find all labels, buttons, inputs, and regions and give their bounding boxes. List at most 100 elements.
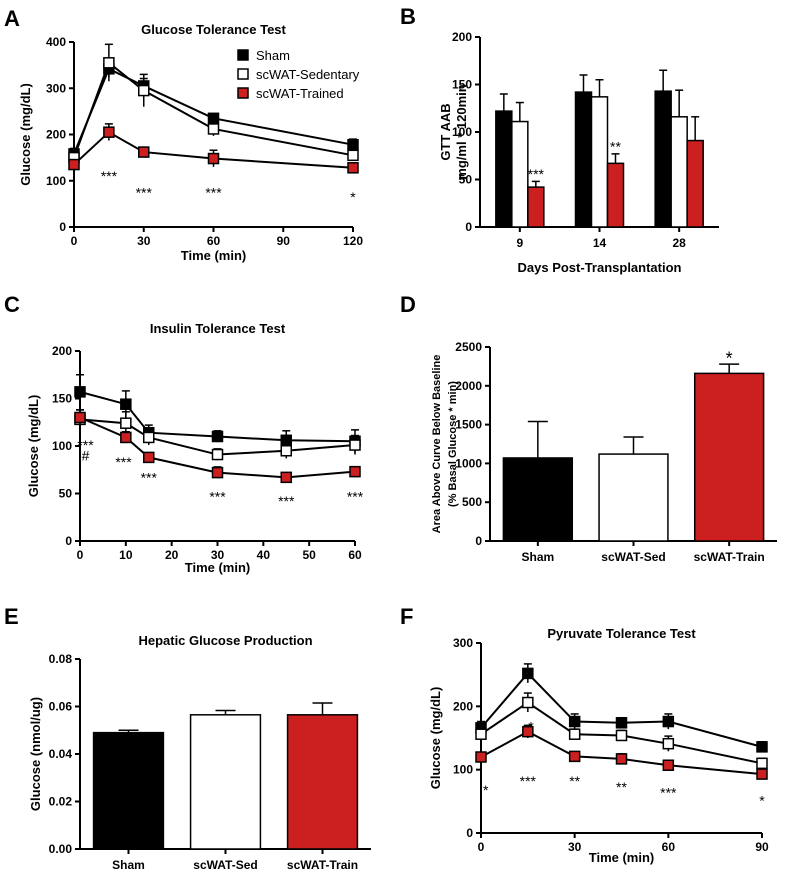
y-tick-label: 0 — [59, 220, 66, 234]
y-axis-label: Area Above Curve Below Baseline — [431, 355, 443, 534]
x-tick-label: 90 — [755, 840, 769, 854]
y-tick-label: 100 — [46, 174, 66, 188]
data-point-red — [347, 162, 359, 174]
x-axis-label: Days Post-Transplantation — [518, 260, 682, 275]
bar-red — [606, 162, 625, 228]
data-point-white — [138, 84, 150, 97]
data-point-red — [211, 466, 224, 479]
data-point-red — [756, 768, 768, 780]
y-tick-label: 0.00 — [49, 842, 73, 856]
data-point-white — [475, 728, 487, 740]
series-line-black — [480, 671, 763, 748]
panel-d-area-above-curve-chart: D 0 500 1000 1500 2000 2500 Area Above Curve Be… — [400, 292, 777, 564]
data-point-red — [143, 451, 155, 464]
data-point-black — [662, 715, 675, 728]
y-tick-label: 0.02 — [49, 795, 73, 809]
data-point-white — [615, 729, 628, 742]
bar-black — [574, 91, 593, 228]
x-tick-label: scWAT-Sed — [601, 550, 665, 564]
data-point-white — [143, 431, 155, 444]
significance-marker: *** — [141, 469, 158, 485]
y-tick-label: 150 — [52, 392, 72, 406]
x-tick-label: 20 — [165, 548, 179, 562]
significance-marker: * — [726, 349, 733, 369]
y-axis-label: Glucose (mg/dL) — [428, 687, 443, 790]
y-tick-label: 50 — [459, 173, 473, 187]
y-tick-label: 100 — [452, 125, 472, 139]
x-tick-label: 60 — [207, 234, 221, 248]
legend-entry: Sham — [256, 48, 290, 63]
y-tick-label: 200 — [46, 128, 66, 142]
series-line-black — [79, 390, 356, 443]
significance-marker: *** — [278, 493, 295, 509]
x-tick-label: scWAT-Train — [287, 858, 358, 872]
data-point-black — [615, 717, 628, 729]
significance-marker: * — [528, 719, 534, 735]
panel-letter: E — [4, 604, 19, 629]
y-axis-label: Glucose (mg/dL) — [26, 395, 41, 498]
bar-white — [670, 116, 688, 228]
y-tick-label: 0.06 — [49, 700, 73, 714]
bar-black — [92, 731, 165, 850]
data-point-black — [120, 398, 132, 410]
x-tick-label: scWAT-Train — [694, 550, 765, 564]
x-axis-label: Time (min) — [181, 248, 247, 263]
bar-white — [189, 714, 262, 850]
x-tick-label: 30 — [568, 840, 582, 854]
x-tick-label: 0 — [71, 234, 78, 248]
panel-letter: D — [400, 292, 416, 317]
significance-marker: *** — [520, 773, 537, 789]
series-line-white — [480, 701, 763, 765]
y-axis-label: GTT AAB — [438, 103, 453, 160]
significance-marker: *** — [115, 454, 132, 470]
significance-marker: ** — [569, 773, 580, 789]
panel-letter: B — [400, 4, 416, 29]
legend-swatch-white — [237, 68, 249, 80]
bar-black — [495, 110, 513, 228]
bar-red — [686, 139, 704, 228]
data-point-white — [103, 57, 115, 69]
panel-e-hepatic-glucose-chart: E Hepatic Glucose Production 0.00 0.02 0.04 0… — [4, 604, 371, 872]
data-point-white — [349, 439, 361, 451]
significance-marker: * — [350, 189, 356, 205]
significance-marker: *** — [528, 166, 545, 182]
data-point-white — [347, 149, 359, 162]
data-point-black — [347, 138, 359, 151]
data-point-white — [662, 737, 675, 750]
significance-marker: *** — [136, 184, 153, 200]
bar-white — [598, 453, 669, 542]
data-point-red — [568, 750, 581, 763]
legend-entry: scWAT-Sedentary — [256, 67, 360, 82]
y-tick-label: 0 — [466, 826, 473, 840]
significance-marker: * — [759, 793, 765, 809]
y-tick-label: 50 — [59, 487, 73, 501]
x-tick-label: scWAT-Sed — [193, 858, 257, 872]
data-point-red — [475, 751, 487, 763]
significance-marker: *** — [209, 488, 226, 504]
data-point-white — [568, 728, 581, 740]
chart-title: Pyruvate Tolerance Test — [547, 626, 696, 641]
data-point-red — [615, 753, 628, 765]
bar-red — [286, 714, 359, 850]
bar-red — [693, 372, 765, 542]
chart-title: Hepatic Glucose Production — [138, 633, 312, 648]
y-tick-label: 0.04 — [49, 747, 73, 761]
bar-white — [511, 120, 529, 228]
chart-title: Insulin Tolerance Test — [150, 321, 286, 336]
x-axis-label: Time (min) — [185, 560, 251, 575]
data-point-white — [211, 448, 224, 461]
x-tick-label: 9 — [516, 236, 523, 250]
significance-marker: *** — [205, 184, 222, 200]
data-point-red — [103, 126, 115, 138]
x-tick-label: 60 — [348, 548, 362, 562]
x-tick-label: 10 — [119, 548, 133, 562]
significance-marker: ** — [616, 779, 627, 795]
x-tick-label: 50 — [302, 548, 316, 562]
y-tick-label: 300 — [46, 81, 66, 95]
x-tick-label: Sham — [112, 858, 145, 872]
y-tick-label: 200 — [52, 344, 72, 358]
y-tick-label: 2500 — [455, 340, 482, 354]
y-tick-label: 300 — [453, 636, 473, 650]
